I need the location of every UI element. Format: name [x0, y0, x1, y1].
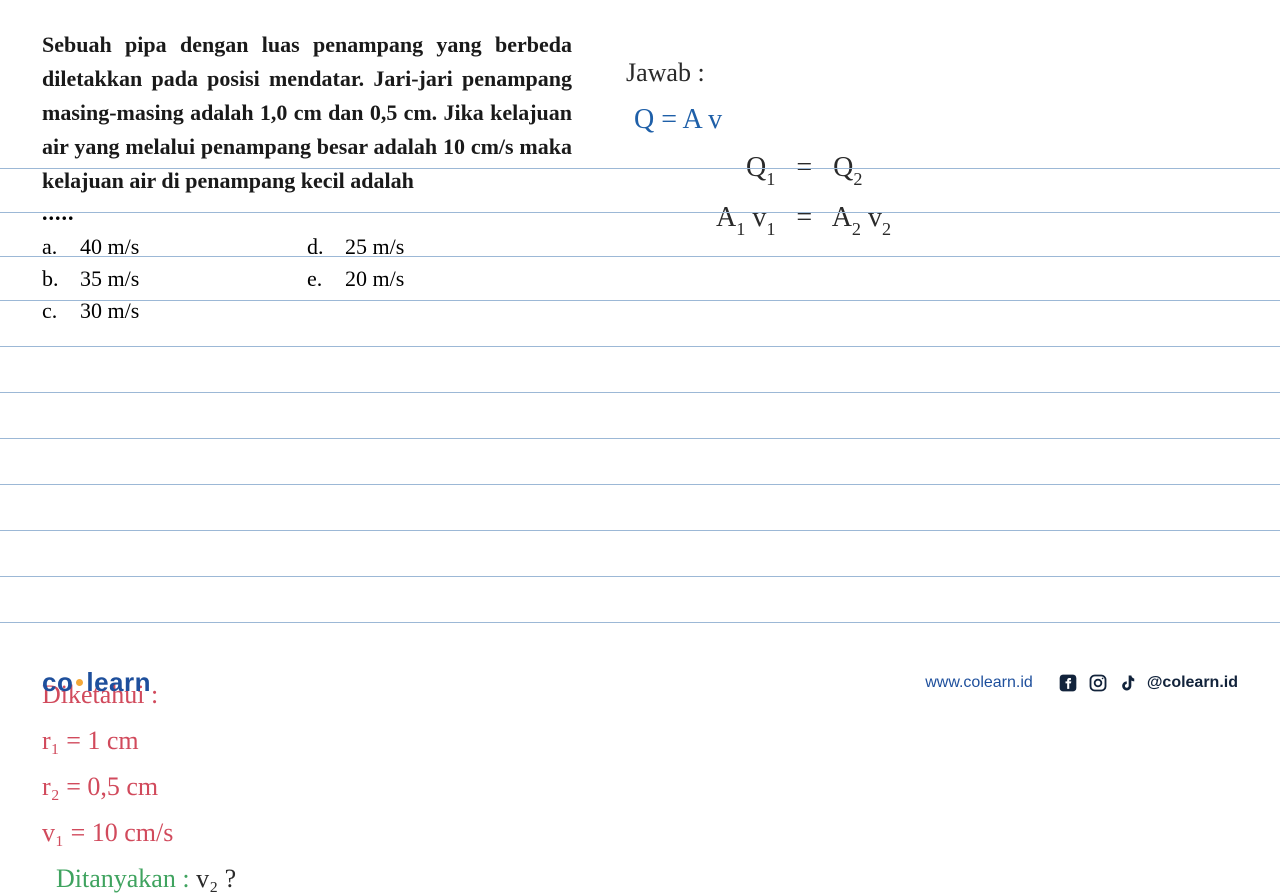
- logo-text-right: learn: [86, 667, 151, 697]
- social-handle: @colearn.id: [1147, 674, 1238, 692]
- logo-dot-icon: [76, 679, 83, 686]
- known-r2: r₂ = 0,5 cm: [42, 772, 158, 802]
- colearn-logo: colearn: [42, 667, 151, 698]
- option-label: b.: [42, 266, 62, 292]
- facebook-icon: [1057, 672, 1079, 694]
- option-text: 20 m/s: [345, 266, 404, 292]
- option-label: e.: [307, 266, 327, 292]
- option-label: a.: [42, 234, 62, 260]
- instagram-icon: [1087, 672, 1109, 694]
- option-text: 25 m/s: [345, 234, 404, 260]
- option-a: a. 40 m/s: [42, 234, 307, 260]
- asked-label: Ditanyakan :: [56, 864, 190, 893]
- answer-heading: Jawab :: [626, 52, 1238, 94]
- continuity-eq-2: A1 v1 = A2 v2: [626, 196, 1238, 242]
- answer-column: Jawab : Q = A v Q1 = Q2 A1 v1 = A2 v2: [626, 28, 1238, 324]
- asked-row: Ditanyakan : v₂ ?: [56, 864, 236, 894]
- formula-q-av: Q = A v: [626, 98, 1238, 143]
- question-ellipsis: .....: [42, 200, 572, 226]
- asked-value: v₂ ?: [196, 864, 236, 893]
- option-b: b. 35 m/s: [42, 266, 307, 292]
- footer-right: www.colearn.id @colearn.id: [925, 672, 1238, 694]
- footer: colearn www.colearn.id @colearn.id: [42, 667, 1238, 698]
- content-area: Sebuah pipa dengan luas penampang yang b…: [0, 0, 1280, 324]
- continuity-eq-1: Q1 = Q2: [626, 146, 1238, 192]
- answer-options: a. 40 m/s d. 25 m/s b. 35 m/s e. 20 m/s …: [42, 234, 572, 324]
- question-column: Sebuah pipa dengan luas penampang yang b…: [42, 28, 572, 324]
- logo-text-left: co: [42, 667, 73, 697]
- question-text: Sebuah pipa dengan luas penampang yang b…: [42, 28, 572, 198]
- website-url: www.colearn.id: [925, 674, 1033, 692]
- option-label: d.: [307, 234, 327, 260]
- option-label: c.: [42, 298, 62, 324]
- social-links: @colearn.id: [1057, 672, 1238, 694]
- tiktok-icon: [1117, 672, 1139, 694]
- known-r1: r₁ = 1 cm: [42, 726, 139, 756]
- option-text: 30 m/s: [80, 298, 139, 324]
- known-v1: v₁ = 10 cm/s: [42, 818, 173, 848]
- option-e: e. 20 m/s: [307, 266, 572, 292]
- option-text: 35 m/s: [80, 266, 139, 292]
- option-c: c. 30 m/s: [42, 298, 307, 324]
- option-text: 40 m/s: [80, 234, 139, 260]
- option-d: d. 25 m/s: [307, 234, 572, 260]
